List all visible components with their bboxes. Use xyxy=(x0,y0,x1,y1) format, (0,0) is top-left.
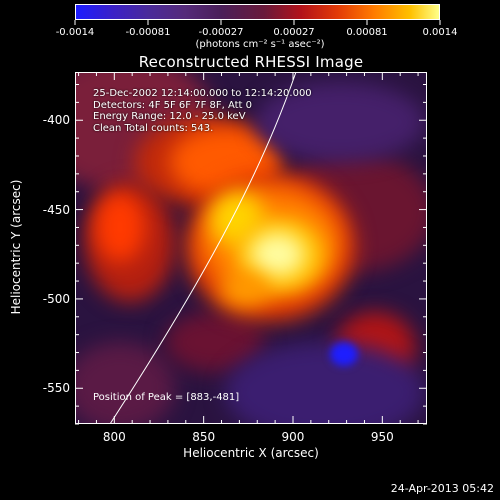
x-axis-label: Heliocentric X (arcsec) xyxy=(183,446,319,460)
timestamp: 24-Apr-2013 05:42 xyxy=(390,482,494,495)
emission-region xyxy=(95,192,145,262)
y-tick-label: -450 xyxy=(42,202,70,217)
negative-region xyxy=(225,342,425,424)
colorbar-tick-label: 0.0014 xyxy=(422,27,458,38)
x-tick-label: 900 xyxy=(281,430,305,444)
negative-region xyxy=(330,342,358,366)
colorbar-tick-labels: -0.0014 -0.00081 -0.00027 0.00027 0.00081 0.0… xyxy=(56,27,458,41)
time-range-text: 25-Dec-2002 12:14:00.000 to 12:14:20.000 xyxy=(93,88,312,99)
x-tick-label: 950 xyxy=(370,430,394,444)
colorbar-ticks xyxy=(74,20,441,25)
colorbar-tick-label: 0.00081 xyxy=(346,27,388,38)
colorbar-tick-label: -0.0014 xyxy=(55,27,95,38)
peak-position-text: Position of Peak = [883,-481] xyxy=(93,392,240,403)
colorbar-units: (photons cm⁻² s⁻¹ asec⁻²) xyxy=(195,39,325,50)
detectors-text: Detectors: 4F 5F 6F 7F 8F, Att 0 xyxy=(93,99,253,111)
colorbar-tick-label: -0.00027 xyxy=(198,27,244,38)
y-tick-label: -400 xyxy=(42,113,70,128)
y-tick-label: -500 xyxy=(42,291,70,306)
observation-annotations: 25-Dec-2002 12:14:00.000 to 12:14:20.000… xyxy=(93,88,312,134)
x-tick-label: 800 xyxy=(102,430,126,444)
method-text: Clean Total counts: 543. xyxy=(93,122,214,134)
negative-region xyxy=(255,82,425,162)
plot-title: Reconstructed RHESSI Image xyxy=(138,53,364,71)
colorbar-tick-label: 0.00027 xyxy=(273,27,315,38)
colorbar-tick-label: -0.00081 xyxy=(125,27,171,38)
flare-core xyxy=(220,272,270,307)
solar-limb-line xyxy=(109,72,297,424)
image-background xyxy=(75,72,427,424)
y-axis-label: Heliocentric Y (arcsec) xyxy=(9,179,23,315)
flare-peak xyxy=(250,232,305,277)
rhessi-image: 25-Dec-2002 12:14:00.000 to 12:14:20.000… xyxy=(75,72,427,424)
y-tick-label: -550 xyxy=(42,381,70,396)
energy-range-text: Energy Range: 12.0 - 25.0 keV xyxy=(93,111,246,122)
x-tick-label: 850 xyxy=(192,430,216,444)
colorbar xyxy=(75,4,440,20)
emission-region xyxy=(75,342,175,424)
